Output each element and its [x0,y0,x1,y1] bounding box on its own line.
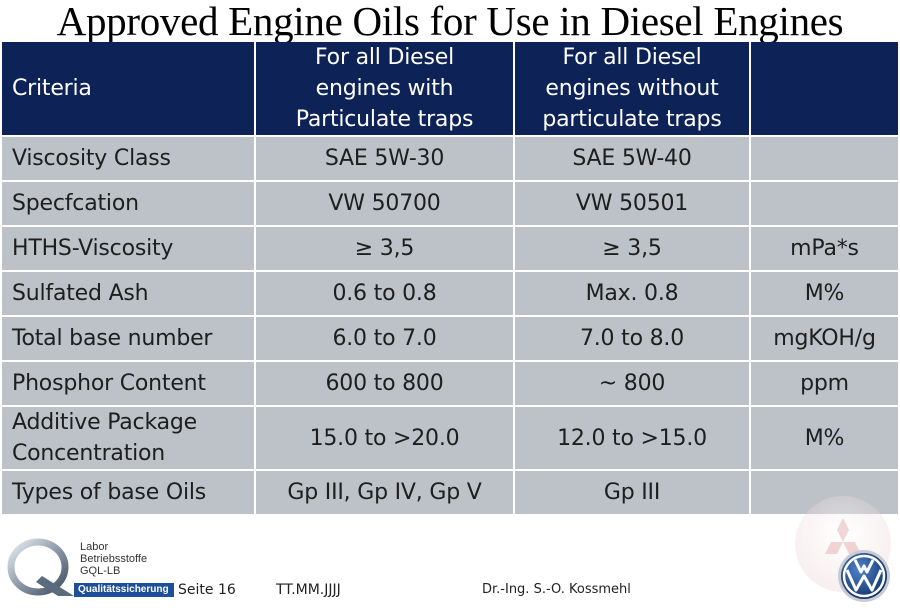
cell-criteria: Additive Package Concentration [2,405,256,471]
cell-unit: M% [749,405,898,471]
cell-with-traps: ≥ 3,5 [254,225,515,272]
lab-name: Labor Betriebsstoffe GQL-LB [80,541,147,577]
page-title: Approved Engine Oils for Use in Diesel E… [56,0,844,44]
cell-criteria: Phosphor Content [2,360,256,407]
cell-unit: mPa*s [749,225,898,272]
quality-q-logo-icon [6,538,76,596]
cell-criteria: Total base number [2,315,256,362]
header-line: particulate traps [542,107,722,132]
cell-without-traps: Max. 0.8 [513,270,751,317]
cell-without-traps: VW 50501 [513,180,751,227]
cell-without-traps: 12.0 to >15.0 [513,405,751,471]
cell-with-traps: SAE 5W-30 [254,135,515,182]
cell-unit [749,135,898,182]
cell-without-traps: ≥ 3,5 [513,225,751,272]
table-row: HTHS-Viscosity ≥ 3,5 ≥ 3,5 mPa*s [2,225,898,272]
header-line: engines with [315,76,454,101]
date-placeholder: TT.MM.JJJJ [276,582,341,598]
cell-with-traps: 15.0 to >20.0 [254,405,515,471]
header-line: Particulate traps [295,107,474,132]
author: Dr.-Ing. S.-O. Kossmehl [482,582,631,597]
cell-with-traps: 6.0 to 7.0 [254,315,515,362]
page-number: Seite 16 [178,582,236,598]
table-row: Additive Package Concentration 15.0 to >… [2,405,898,471]
cell-criteria: HTHS-Viscosity [2,225,256,272]
footer: Labor Betriebsstoffe GQL-LB Qualitätssic… [0,532,900,603]
table-row: Sulfated Ash 0.6 to 0.8 Max. 0.8 M% [2,270,898,317]
cell-unit [749,180,898,227]
header-unit [749,42,898,137]
cell-unit: M% [749,270,898,317]
cell-without-traps: Gp III [513,469,751,516]
header-without-traps: For all Diesel engines without particula… [513,42,751,137]
table-row: Specfcation VW 50700 VW 50501 [2,180,898,227]
engine-oil-table: Criteria For all Diesel engines with Par… [2,42,898,516]
table-header-row: Criteria For all Diesel engines with Par… [2,42,898,137]
table-row: Total base number 6.0 to 7.0 7.0 to 8.0 … [2,315,898,362]
vw-logo-icon [836,548,892,604]
cell-unit: mgKOH/g [749,315,898,362]
cell-unit [749,469,898,516]
lab-line: GQL-LB [80,565,121,577]
cell-without-traps: ~ 800 [513,360,751,407]
cell-with-traps: VW 50700 [254,180,515,227]
criteria-line: Concentration [12,441,166,466]
cell-without-traps: SAE 5W-40 [513,135,751,182]
criteria-line: Additive Package [12,410,197,435]
cell-without-traps: 7.0 to 8.0 [513,315,751,362]
cell-criteria: Specfcation [2,180,256,227]
header-line: engines without [545,76,719,101]
cell-unit: ppm [749,360,898,407]
cell-with-traps: Gp III, Gp IV, Gp V [254,469,515,516]
table-row: Viscosity Class SAE 5W-30 SAE 5W-40 [2,135,898,182]
quality-band: Qualitätssicherung [74,583,174,597]
cell-with-traps: 600 to 800 [254,360,515,407]
table-row: Phosphor Content 600 to 800 ~ 800 ppm [2,360,898,407]
cell-criteria: Sulfated Ash [2,270,256,317]
header-with-traps: For all Diesel engines with Particulate … [254,42,515,137]
header-line: For all Diesel [562,45,702,70]
table-row: Types of base Oils Gp III, Gp IV, Gp V G… [2,469,898,516]
cell-criteria: Viscosity Class [2,135,256,182]
cell-with-traps: 0.6 to 0.8 [254,270,515,317]
header-line: For all Diesel [315,45,454,70]
lab-line: Labor [80,541,109,553]
lab-line: Betriebsstoffe [80,553,148,565]
cell-criteria: Types of base Oils [2,469,256,516]
header-criteria: Criteria [2,42,256,137]
